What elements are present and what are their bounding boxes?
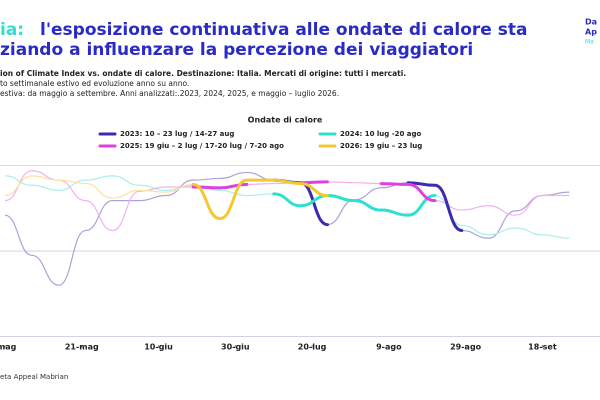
legend-title: Ondate di calore xyxy=(248,116,323,125)
series-line xyxy=(4,171,570,286)
footer: eta Appeal Mabrian xyxy=(0,373,68,381)
subtitle: ion of Climate Index vs. ondate di calor… xyxy=(0,69,406,78)
heatwave-segment xyxy=(191,178,329,221)
brand: Ma xyxy=(585,39,594,46)
legend-label: 2024: 10 lug -20 ago xyxy=(340,130,422,138)
series-line xyxy=(4,170,570,232)
brand: Da xyxy=(585,18,597,27)
legend-label: 2026: 19 giu – 23 lug xyxy=(340,142,422,150)
heatwave-segment xyxy=(406,181,464,233)
x-tick-label: -mag xyxy=(0,343,17,352)
chart-title: ziando a influenzare la percezione dei v… xyxy=(0,40,473,60)
subtitle: estiva: da maggio a settembre. Anni anal… xyxy=(0,89,339,98)
x-tick-label: 10-giu xyxy=(144,343,173,352)
brand: Ap xyxy=(585,28,597,37)
x-tick-label: 20-lug xyxy=(298,343,327,352)
heatwave-segment xyxy=(379,182,437,203)
legend-label: 2025: 19 giu – 2 lug / 17-20 lug / 7-20 … xyxy=(120,142,284,150)
x-tick-label: 30-giu xyxy=(221,343,250,352)
heatwave-segment xyxy=(272,178,329,227)
x-tick-label: 18-set xyxy=(528,343,557,352)
legend-label: 2023: 10 – 23 lug / 14-27 aug xyxy=(120,130,234,138)
title-accent: ia: xyxy=(0,20,24,40)
x-tick-label: 21-mag xyxy=(65,343,99,352)
chart-title: l'esposizione continuativa alle ondate d… xyxy=(40,20,527,40)
x-tick-label: 9-ago xyxy=(376,343,402,352)
heatwave-segment xyxy=(272,192,437,217)
subtitle: to settimanale estivo ed evoluzione anno… xyxy=(0,79,189,88)
x-tick-label: 29-ago xyxy=(450,343,482,352)
